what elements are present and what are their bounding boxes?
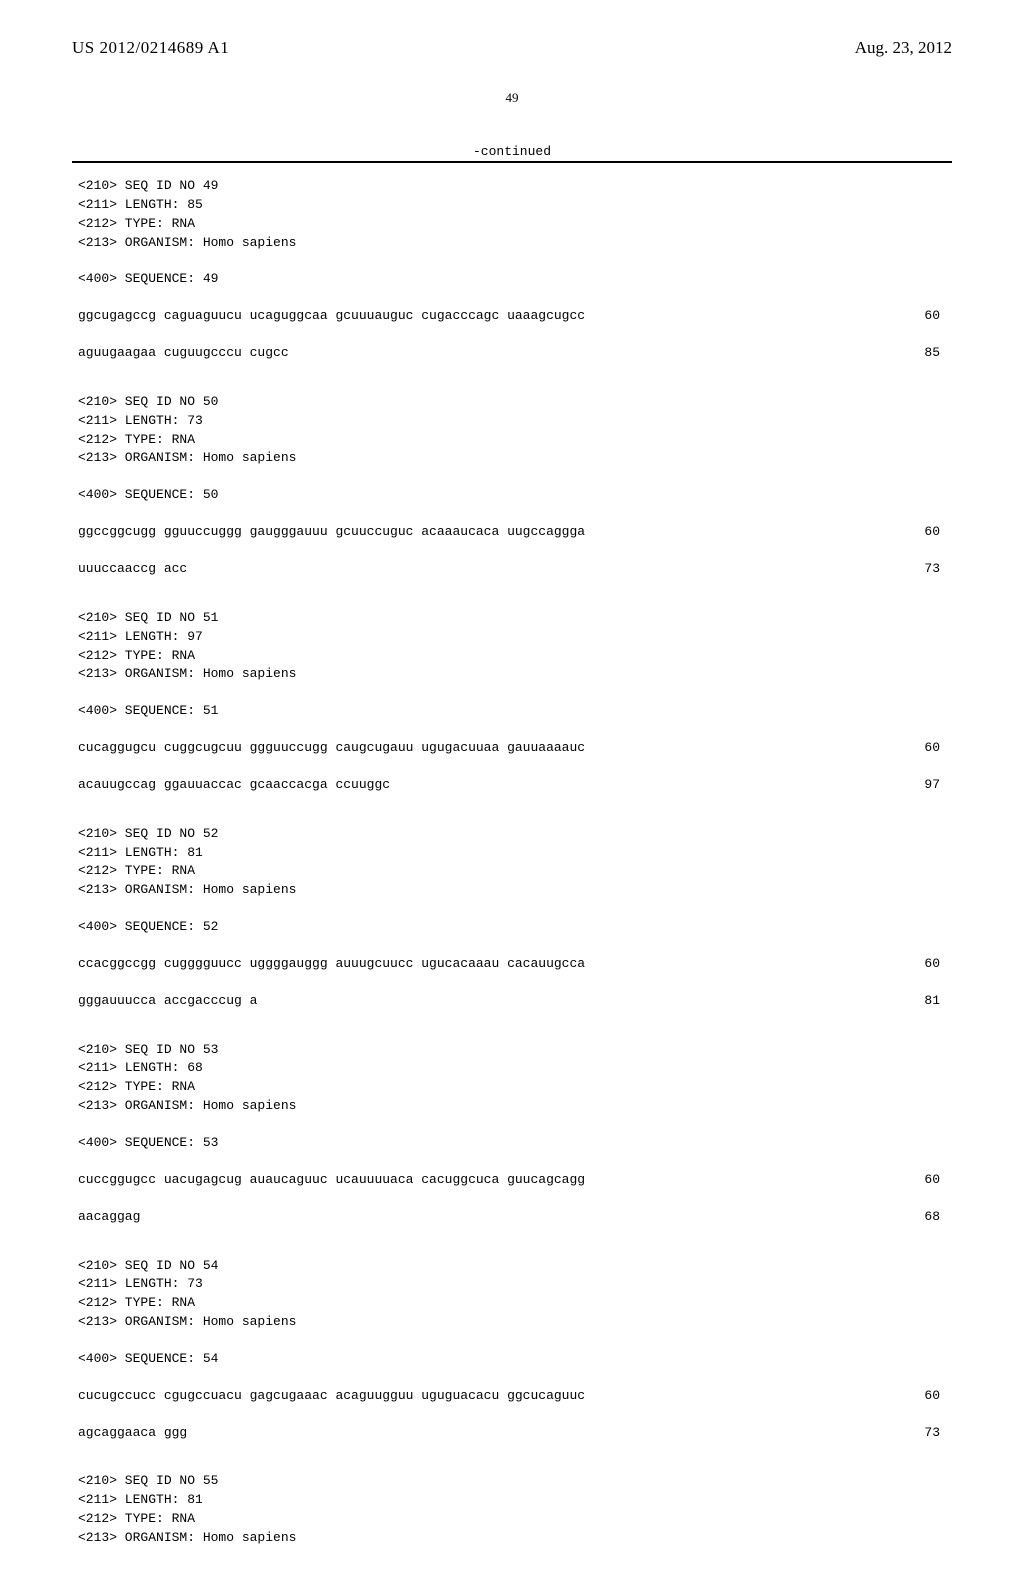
- sequence-line: agcaggaaca ggg 73: [78, 1424, 952, 1443]
- sequence-label: <400> SEQUENCE: 49: [78, 270, 952, 289]
- sequence-meta: <210> SEQ ID NO 49 <211> LENGTH: 85 <212…: [78, 177, 952, 252]
- sequence-line: ggccggcugg gguuccuggg gaugggauuu gcuuccu…: [78, 523, 952, 542]
- sequence-text: uuuccaaccg acc: [78, 560, 187, 579]
- sequence-text: ccacggccgg cugggguucc uggggauggg auuugcu…: [78, 955, 585, 974]
- page-container: US 2012/0214689 A1 Aug. 23, 2012 49 -con…: [0, 0, 1024, 1578]
- sequence-line: cucaggugcu cuggcugcuu ggguuccugg caugcug…: [78, 739, 952, 758]
- continued-label: -continued: [72, 144, 952, 159]
- sequence-text: acauugccag ggauuaccac gcaaccacga ccuuggc: [78, 776, 390, 795]
- sequence-text: cucaggugcu cuggcugcuu ggguuccugg caugcug…: [78, 739, 585, 758]
- publication-date: Aug. 23, 2012: [855, 38, 952, 58]
- page-header: US 2012/0214689 A1 Aug. 23, 2012: [72, 38, 952, 58]
- sequence-position: 60: [924, 955, 952, 974]
- sequence-text: aguugaagaa cuguugcccu cugcc: [78, 344, 289, 363]
- sequence-label: <400> SEQUENCE: 50: [78, 486, 952, 505]
- sequence-line: uuuccaaccg acc 73: [78, 560, 952, 579]
- sequence-text: aacaggag: [78, 1208, 140, 1227]
- sequence-text: cuccggugcc uacugagcug auaucaguuc ucauuuu…: [78, 1171, 585, 1190]
- sequence-line: aguugaagaa cuguugcccu cugcc 85: [78, 344, 952, 363]
- sequence-position: 60: [924, 523, 952, 542]
- sequence-text: agcaggaaca ggg: [78, 1424, 187, 1443]
- sequence-position: 73: [924, 1424, 952, 1443]
- sequence-position: 68: [924, 1208, 952, 1227]
- page-number: 49: [72, 90, 952, 106]
- sequence-text: gggauuucca accgacccug a: [78, 992, 257, 1011]
- sequence-listing: <210> SEQ ID NO 49 <211> LENGTH: 85 <212…: [72, 177, 952, 1548]
- sequence-position: 85: [924, 344, 952, 363]
- sequence-position: 81: [924, 992, 952, 1011]
- sequence-meta: <210> SEQ ID NO 53 <211> LENGTH: 68 <212…: [78, 1041, 952, 1116]
- sequence-label: <400> SEQUENCE: 53: [78, 1134, 952, 1153]
- rule-top: [72, 161, 952, 163]
- sequence-position: 60: [924, 307, 952, 326]
- sequence-line: ggcugagccg caguaguucu ucaguggcaa gcuuuau…: [78, 307, 952, 326]
- sequence-line: acauugccag ggauuaccac gcaaccacga ccuuggc…: [78, 776, 952, 795]
- sequence-line: cuccggugcc uacugagcug auaucaguuc ucauuuu…: [78, 1171, 952, 1190]
- sequence-meta: <210> SEQ ID NO 55 <211> LENGTH: 81 <212…: [78, 1472, 952, 1547]
- sequence-line: ccacggccgg cugggguucc uggggauggg auuugcu…: [78, 955, 952, 974]
- sequence-position: 60: [924, 1171, 952, 1190]
- sequence-meta: <210> SEQ ID NO 54 <211> LENGTH: 73 <212…: [78, 1257, 952, 1332]
- sequence-text: ggcugagccg caguaguucu ucaguggcaa gcuuuau…: [78, 307, 585, 326]
- sequence-text: cucugccucc cgugccuacu gagcugaaac acaguug…: [78, 1387, 585, 1406]
- sequence-text: ggccggcugg gguuccuggg gaugggauuu gcuuccu…: [78, 523, 585, 542]
- sequence-label: <400> SEQUENCE: 52: [78, 918, 952, 937]
- sequence-position: 60: [924, 1387, 952, 1406]
- sequence-line: aacaggag 68: [78, 1208, 952, 1227]
- sequence-label: <400> SEQUENCE: 54: [78, 1350, 952, 1369]
- sequence-meta: <210> SEQ ID NO 52 <211> LENGTH: 81 <212…: [78, 825, 952, 900]
- sequence-meta: <210> SEQ ID NO 50 <211> LENGTH: 73 <212…: [78, 393, 952, 468]
- sequence-position: 73: [924, 560, 952, 579]
- sequence-line: gggauuucca accgacccug a 81: [78, 992, 952, 1011]
- sequence-position: 60: [924, 739, 952, 758]
- sequence-line: cucugccucc cgugccuacu gagcugaaac acaguug…: [78, 1387, 952, 1406]
- publication-number: US 2012/0214689 A1: [72, 38, 229, 58]
- sequence-position: 97: [924, 776, 952, 795]
- sequence-label: <400> SEQUENCE: 51: [78, 702, 952, 721]
- sequence-meta: <210> SEQ ID NO 51 <211> LENGTH: 97 <212…: [78, 609, 952, 684]
